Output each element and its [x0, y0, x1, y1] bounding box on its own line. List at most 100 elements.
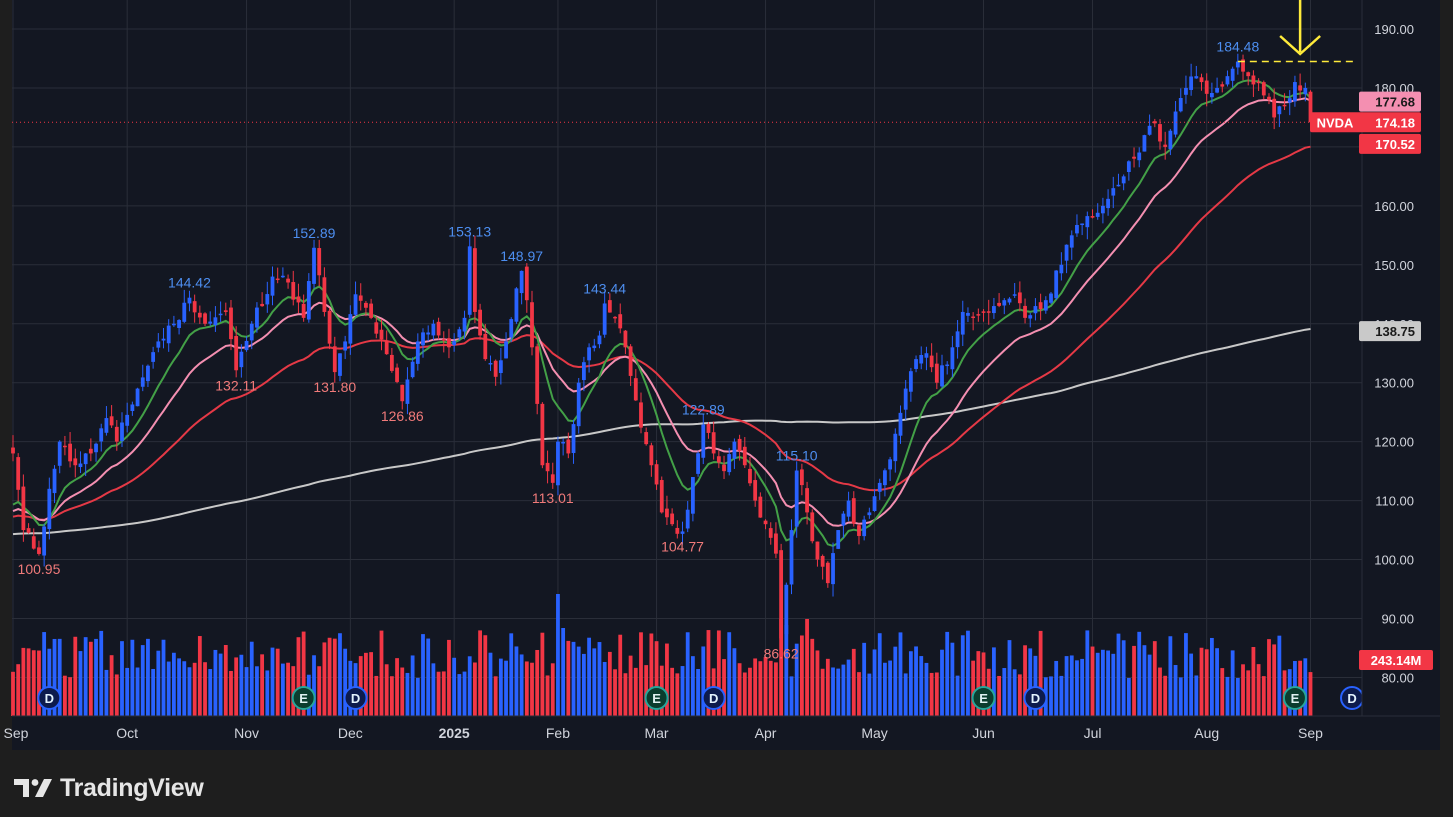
volume-bar: [919, 656, 924, 716]
volume-bar: [514, 646, 519, 716]
volume-bar: [898, 632, 903, 716]
volume-bar: [270, 647, 275, 716]
candle: [1215, 87, 1219, 93]
candle: [737, 438, 742, 452]
candle: [1277, 106, 1282, 115]
dividend-marker: D: [343, 686, 368, 710]
candle: [291, 282, 296, 300]
down-arrow-icon: [1279, 0, 1321, 56]
brand[interactable]: TradingView: [14, 770, 204, 806]
candle: [135, 388, 140, 407]
candle: [550, 474, 555, 483]
candle: [997, 302, 1001, 306]
volume-bar: [799, 635, 804, 716]
volume-bar: [566, 640, 571, 716]
price-tick: 100.00: [1374, 553, 1414, 568]
volume-bar: [400, 667, 405, 716]
candle: [431, 323, 436, 336]
volume-bar: [37, 650, 41, 716]
candle: [280, 275, 285, 278]
volume-bar: [99, 630, 104, 716]
volume-bar: [1168, 636, 1173, 716]
candle: [114, 426, 119, 442]
volume-bar: [976, 651, 981, 716]
candle: [618, 314, 623, 329]
volume-bar: [317, 666, 322, 716]
candle: [888, 459, 893, 470]
candle: [602, 303, 607, 335]
volume-bar: [1033, 655, 1038, 716]
candle: [1090, 216, 1095, 218]
dividend-label: D: [1347, 691, 1356, 706]
candle: [914, 359, 918, 369]
price-tag-box: [1359, 91, 1421, 112]
low-annotation: 86.62: [764, 645, 799, 661]
volume-bar: [322, 642, 327, 716]
volume-bar: [950, 642, 955, 716]
price-tags: 177.68 170.52 138.75 NVDA 174.18 243.14M: [1310, 91, 1433, 670]
candle: [514, 288, 519, 322]
dividend-icon: [701, 686, 726, 710]
candle: [768, 528, 773, 538]
candle: [130, 404, 135, 411]
month-label: Apr: [755, 725, 777, 741]
candle: [670, 513, 675, 525]
high-annotation: 184.48: [1216, 39, 1259, 55]
candle: [1235, 61, 1240, 68]
candle: [171, 323, 176, 326]
candle: [223, 310, 228, 312]
volume-bar: [504, 660, 508, 716]
candle: [31, 536, 36, 549]
candle: [1199, 77, 1204, 83]
volume-bar: [519, 654, 524, 716]
candle: [1116, 184, 1121, 187]
price-chart[interactable]: E E E E D D D D D 144.42 152.89 153.13 148.97 143.44…: [0, 0, 1453, 752]
volume-bar: [883, 662, 887, 716]
volume-bar: [685, 632, 690, 716]
volume-bar: [571, 641, 576, 716]
candle: [665, 508, 669, 518]
candle: [524, 266, 529, 301]
candle: [825, 562, 830, 584]
candle: [893, 433, 898, 462]
volume-bar: [587, 637, 591, 716]
candle: [748, 468, 752, 484]
volume-bar: [696, 668, 700, 716]
candle: [644, 432, 649, 445]
price-tick: 190.00: [1374, 22, 1414, 37]
candle: [1267, 96, 1271, 100]
earnings-marker: E: [644, 686, 669, 710]
candle: [649, 445, 654, 466]
candle: [903, 388, 908, 410]
candle: [633, 378, 638, 401]
candle: [566, 439, 571, 454]
earnings-marker: E: [971, 686, 996, 710]
candle: [758, 496, 763, 518]
candle: [312, 247, 316, 284]
candle: [794, 470, 799, 527]
candle: [971, 316, 976, 319]
volume-bar: [68, 677, 72, 716]
candle: [1261, 82, 1266, 96]
candle: [234, 336, 239, 371]
candle: [1173, 111, 1178, 135]
volume-bar: [301, 631, 306, 716]
candle: [1069, 235, 1074, 248]
candle: [820, 555, 825, 567]
volume-bar: [535, 649, 540, 716]
candle: [426, 332, 431, 335]
volume-bar: [244, 667, 249, 716]
candle: [908, 371, 913, 392]
candle: [1230, 68, 1235, 81]
candle: [88, 448, 93, 454]
volume-bar: [602, 661, 607, 716]
candle: [1147, 125, 1152, 135]
chart-area[interactable]: E E E E D D D D D 144.42 152.89 153.13 148.97 143.44…: [0, 0, 1453, 752]
candle: [462, 317, 467, 332]
volume-bar: [1121, 640, 1126, 716]
candle: [78, 463, 83, 468]
candle: [805, 488, 809, 513]
symbol-label: NVDA: [1317, 115, 1354, 130]
candle: [140, 377, 145, 387]
candle: [182, 302, 187, 322]
